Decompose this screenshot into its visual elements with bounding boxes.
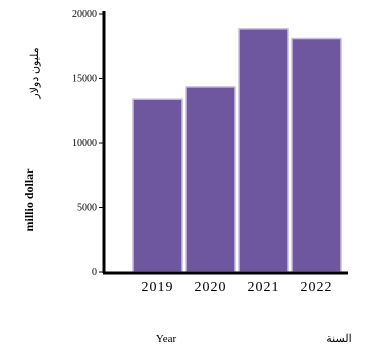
x-tick-label: 2021 bbox=[248, 280, 280, 295]
y-axis-title: millio dollar bbox=[22, 168, 36, 232]
y-tick-label: 20000 bbox=[72, 9, 97, 20]
y-ticks-group: 0 5000 10000 15000 20000 bbox=[72, 9, 104, 278]
y-axis-title-arabic: مليون دولار bbox=[29, 47, 41, 99]
x-tick-label: 2020 bbox=[195, 280, 227, 295]
y-tick-label: 5000 bbox=[77, 203, 97, 214]
bar-2019 bbox=[132, 98, 183, 273]
x-tick-labels-group: 2019 2020 2021 2022 bbox=[142, 280, 333, 295]
y-tick-label: 0 bbox=[92, 267, 97, 278]
bars-group bbox=[132, 28, 342, 273]
bar-2022 bbox=[291, 37, 342, 273]
x-tick-label: 2022 bbox=[301, 280, 333, 295]
y-tick-label: 10000 bbox=[72, 138, 97, 149]
bar-2021 bbox=[238, 28, 289, 273]
x-axis-title-arabic: السنة bbox=[326, 333, 351, 344]
bar-2020 bbox=[185, 86, 236, 273]
y-tick-label: 15000 bbox=[72, 74, 97, 85]
x-axis-title: Year bbox=[156, 333, 177, 344]
x-tick-label: 2019 bbox=[142, 280, 174, 295]
